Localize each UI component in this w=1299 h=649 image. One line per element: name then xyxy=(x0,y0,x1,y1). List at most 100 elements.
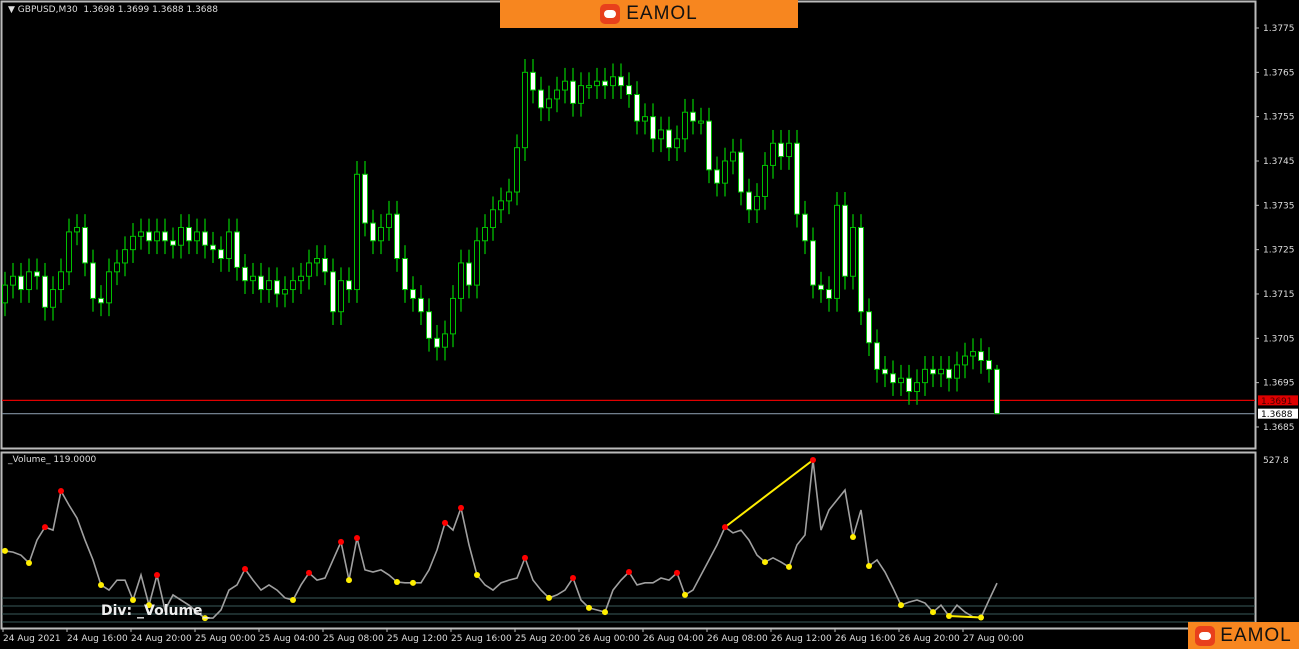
trough-dot xyxy=(474,572,480,579)
bear-candle xyxy=(210,244,216,251)
bull-candle xyxy=(154,231,160,242)
bull-candle xyxy=(586,85,592,89)
trough-dot xyxy=(930,609,936,616)
trough-dot xyxy=(786,563,792,570)
peak-dot xyxy=(58,487,64,494)
bear-candle xyxy=(802,213,808,242)
bull-candle xyxy=(10,275,16,286)
bear-candle xyxy=(434,337,440,348)
peak-dot xyxy=(458,504,464,511)
bear-candle xyxy=(362,173,368,224)
bull-candle xyxy=(562,80,568,91)
price-level-label: 1.3688 xyxy=(1261,410,1293,420)
time-tick-label: 26 Aug 20:00 xyxy=(899,634,960,644)
bear-candle xyxy=(202,231,208,246)
logo-text: EAMOL xyxy=(626,3,698,24)
bull-candle xyxy=(954,364,960,379)
bull-candle xyxy=(130,235,136,251)
collapse-triangle-icon[interactable]: ▼ xyxy=(8,5,15,15)
bull-candle xyxy=(498,200,504,211)
trough-dot xyxy=(130,597,136,604)
bear-candle xyxy=(794,142,800,215)
symbol-label: GBPUSD,M30 xyxy=(17,5,78,15)
time-tick-label: 25 Aug 08:00 xyxy=(323,634,384,644)
trough-dot xyxy=(850,534,856,541)
bull-candle xyxy=(50,289,56,308)
bear-candle xyxy=(42,275,48,308)
price-tick-label: 1.3705 xyxy=(1263,334,1295,344)
trough-dot xyxy=(290,597,296,604)
bear-candle xyxy=(170,240,176,246)
divergence-line xyxy=(724,459,814,528)
bear-candle xyxy=(826,289,832,299)
time-tick-label: 24 Aug 20:00 xyxy=(131,634,192,644)
volume-max-label: 527.8 xyxy=(1263,456,1289,466)
bear-candle xyxy=(418,297,424,313)
divergence-label: Div: _Volume_ xyxy=(101,603,210,619)
bull-candle xyxy=(2,284,8,304)
price-tick-label: 1.3755 xyxy=(1263,113,1295,123)
trough-dot xyxy=(2,547,8,554)
bull-candle xyxy=(226,231,232,260)
bear-candle xyxy=(890,373,896,384)
peak-dot xyxy=(442,519,448,526)
price-tick-label: 1.3775 xyxy=(1263,24,1295,34)
peak-dot xyxy=(810,457,816,463)
bull-candle xyxy=(378,226,384,242)
bull-candle xyxy=(194,231,200,242)
bull-candle xyxy=(458,262,464,299)
bear-candle xyxy=(322,258,328,273)
bull-candle xyxy=(898,377,904,384)
bull-candle xyxy=(122,249,128,264)
trough-dot xyxy=(682,591,688,598)
bull-candle xyxy=(914,382,920,393)
price-tick-label: 1.3745 xyxy=(1263,157,1295,167)
bear-candle xyxy=(946,368,952,379)
bear-candle xyxy=(618,76,624,87)
time-tick-label: 24 Aug 2021 xyxy=(3,634,61,644)
bull-candle xyxy=(442,333,448,348)
price-tick-label: 1.3765 xyxy=(1263,68,1295,78)
bull-candle xyxy=(314,258,320,264)
bull-candle xyxy=(290,280,296,291)
bull-candle xyxy=(114,262,120,273)
bull-candle xyxy=(138,231,144,237)
bear-candle xyxy=(858,226,864,313)
time-tick-label: 26 Aug 08:00 xyxy=(707,634,768,644)
bull-candle xyxy=(850,226,856,277)
ohlc-readout: 1.3698 1.3699 1.3688 1.3688 xyxy=(83,5,218,15)
trough-dot xyxy=(866,562,872,569)
time-tick-label: 24 Aug 16:00 xyxy=(67,634,128,644)
price-level-badge xyxy=(1258,408,1298,419)
bear-candle xyxy=(986,359,992,370)
bull-candle xyxy=(490,209,496,228)
bear-candle xyxy=(666,129,672,149)
bull-candle xyxy=(386,213,392,228)
trough-dot xyxy=(410,579,416,586)
time-tick-label: 25 Aug 00:00 xyxy=(195,634,256,644)
bear-candle xyxy=(866,311,872,344)
bear-candle xyxy=(738,151,744,193)
bull-candle xyxy=(554,89,560,100)
bear-candle xyxy=(82,226,88,264)
price-level-badge xyxy=(1258,395,1298,406)
peak-dot xyxy=(354,534,360,541)
bull-candle xyxy=(594,80,600,87)
bear-candle xyxy=(218,249,224,260)
trough-dot xyxy=(394,578,400,585)
bear-candle xyxy=(530,71,536,91)
trough-dot xyxy=(602,609,608,616)
time-tick-label: 25 Aug 04:00 xyxy=(259,634,320,644)
robot-logo-icon xyxy=(600,4,621,24)
bear-candle xyxy=(706,120,712,171)
bull-candle xyxy=(298,275,304,282)
bull-candle xyxy=(338,280,344,313)
bull-candle xyxy=(962,355,968,366)
price-level-label: 1.3691 xyxy=(1261,397,1293,407)
chart-header: ▼ GBPUSD,M30 1.3698 1.3699 1.3688 1.3688 xyxy=(8,5,218,15)
trough-dot xyxy=(546,594,552,601)
trough-dot xyxy=(146,602,152,609)
bull-candle xyxy=(58,271,64,291)
peak-dot xyxy=(338,538,344,545)
trough-dot xyxy=(946,612,952,619)
